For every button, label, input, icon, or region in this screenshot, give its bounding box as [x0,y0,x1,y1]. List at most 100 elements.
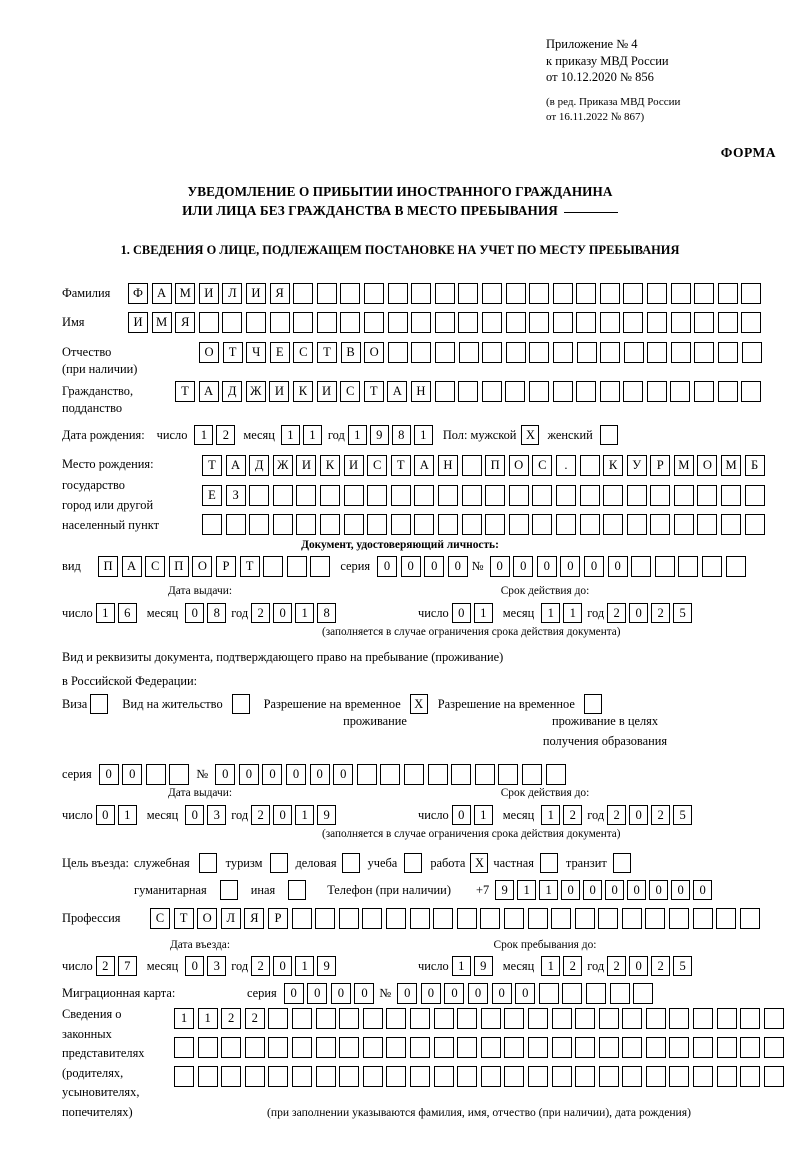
form-cell[interactable] [701,556,722,577]
form-cell[interactable] [461,455,482,476]
form-cell[interactable] [527,1066,548,1087]
form-cell[interactable] [741,381,762,402]
form-cell[interactable] [694,381,715,402]
form-cell[interactable]: 3 [207,805,227,825]
form-cell[interactable] [291,1066,312,1087]
form-cell[interactable]: Н [410,381,431,402]
form-cell[interactable] [174,1066,194,1087]
form-cell[interactable] [245,312,266,333]
form-cell[interactable] [552,312,573,333]
form-cell[interactable]: С [150,908,170,929]
form-cell[interactable]: М [151,312,172,333]
form-cell[interactable] [296,485,317,506]
form-cell[interactable] [670,342,691,363]
form-cell[interactable] [599,283,620,304]
form-cell[interactable]: 9 [369,425,389,445]
form-cell[interactable] [529,312,550,333]
form-cell[interactable] [221,1066,242,1087]
form-cell[interactable]: А [414,455,435,476]
form-cell[interactable] [316,283,337,304]
form-cell[interactable] [505,283,526,304]
form-cell[interactable] [268,1008,289,1029]
form-cell[interactable]: . [555,455,576,476]
form-cell[interactable]: О [199,342,219,363]
form-cell[interactable]: 1 [117,805,137,825]
form-cell[interactable] [545,764,566,785]
form-cell[interactable] [291,908,312,929]
form-cell[interactable]: Л [222,283,243,304]
form-cell[interactable] [645,1037,666,1058]
form-cell[interactable] [480,1066,501,1087]
form-cell[interactable]: О [192,556,213,577]
form-cell[interactable] [387,283,408,304]
form-cell[interactable]: 1 [541,956,561,976]
form-cell[interactable] [433,1066,454,1087]
form-cell[interactable]: 0 [273,956,293,976]
birthplace-row-3[interactable] [202,514,765,535]
representatives-row-2[interactable] [174,1037,784,1058]
permit-temporary-checkbox[interactable]: X [409,694,428,714]
form-cell[interactable]: Я [244,908,265,929]
form-cell[interactable] [386,1008,407,1029]
form-cell[interactable]: П [485,455,506,476]
form-cell[interactable]: 6 [117,603,137,623]
form-cell[interactable] [763,1066,784,1087]
form-cell[interactable]: 0 [273,603,293,623]
permit-residence-checkbox[interactable] [231,694,250,714]
form-cell[interactable]: 0 [629,805,649,825]
form-cell[interactable]: 0 [397,983,418,1004]
form-cell[interactable]: Т [202,455,222,476]
form-cell[interactable] [480,1008,501,1029]
form-cell[interactable]: Б [744,455,765,476]
form-cell[interactable]: 1 [347,425,367,445]
form-cell[interactable] [409,1037,430,1058]
form-cell[interactable]: 7 [117,956,137,976]
form-cell[interactable]: 2 [95,956,115,976]
form-cell[interactable] [434,342,455,363]
form-cell[interactable] [385,908,406,929]
form-cell[interactable]: А [225,455,246,476]
form-cell[interactable] [174,1037,194,1058]
form-cell[interactable] [579,455,600,476]
form-cell[interactable] [249,485,270,506]
form-cell[interactable] [505,342,526,363]
form-cell[interactable] [339,1037,360,1058]
form-cell[interactable]: 5 [673,603,693,623]
form-cell[interactable] [485,514,506,535]
form-cell[interactable] [411,342,432,363]
form-cell[interactable]: М [721,455,742,476]
form-cell[interactable]: 1 [295,805,315,825]
form-cell[interactable] [363,283,384,304]
form-cell[interactable]: 0 [185,805,205,825]
form-cell[interactable] [414,485,435,506]
form-cell[interactable] [717,283,738,304]
form-cell[interactable] [458,342,479,363]
form-cell[interactable]: 9 [317,956,337,976]
form-cell[interactable]: 0 [561,880,581,900]
form-cell[interactable]: С [367,455,388,476]
form-cell[interactable]: Т [222,342,243,363]
form-cell[interactable]: 0 [273,805,293,825]
form-cell[interactable] [527,908,548,929]
form-cell[interactable] [409,908,430,929]
form-cell[interactable] [744,485,765,506]
form-cell[interactable]: Л [220,908,241,929]
form-cell[interactable] [386,1037,407,1058]
form-cell[interactable] [269,312,290,333]
form-cell[interactable] [622,1008,643,1029]
form-cell[interactable]: О [697,455,718,476]
form-cell[interactable] [623,381,644,402]
form-cell[interactable] [551,908,572,929]
form-cell[interactable] [481,312,502,333]
form-cell[interactable] [669,1008,690,1029]
form-cell[interactable] [645,1008,666,1029]
sex-male-checkbox[interactable]: X [521,425,540,445]
form-cell[interactable] [362,1008,383,1029]
form-cell[interactable]: 2 [216,425,236,445]
form-cell[interactable] [198,312,219,333]
